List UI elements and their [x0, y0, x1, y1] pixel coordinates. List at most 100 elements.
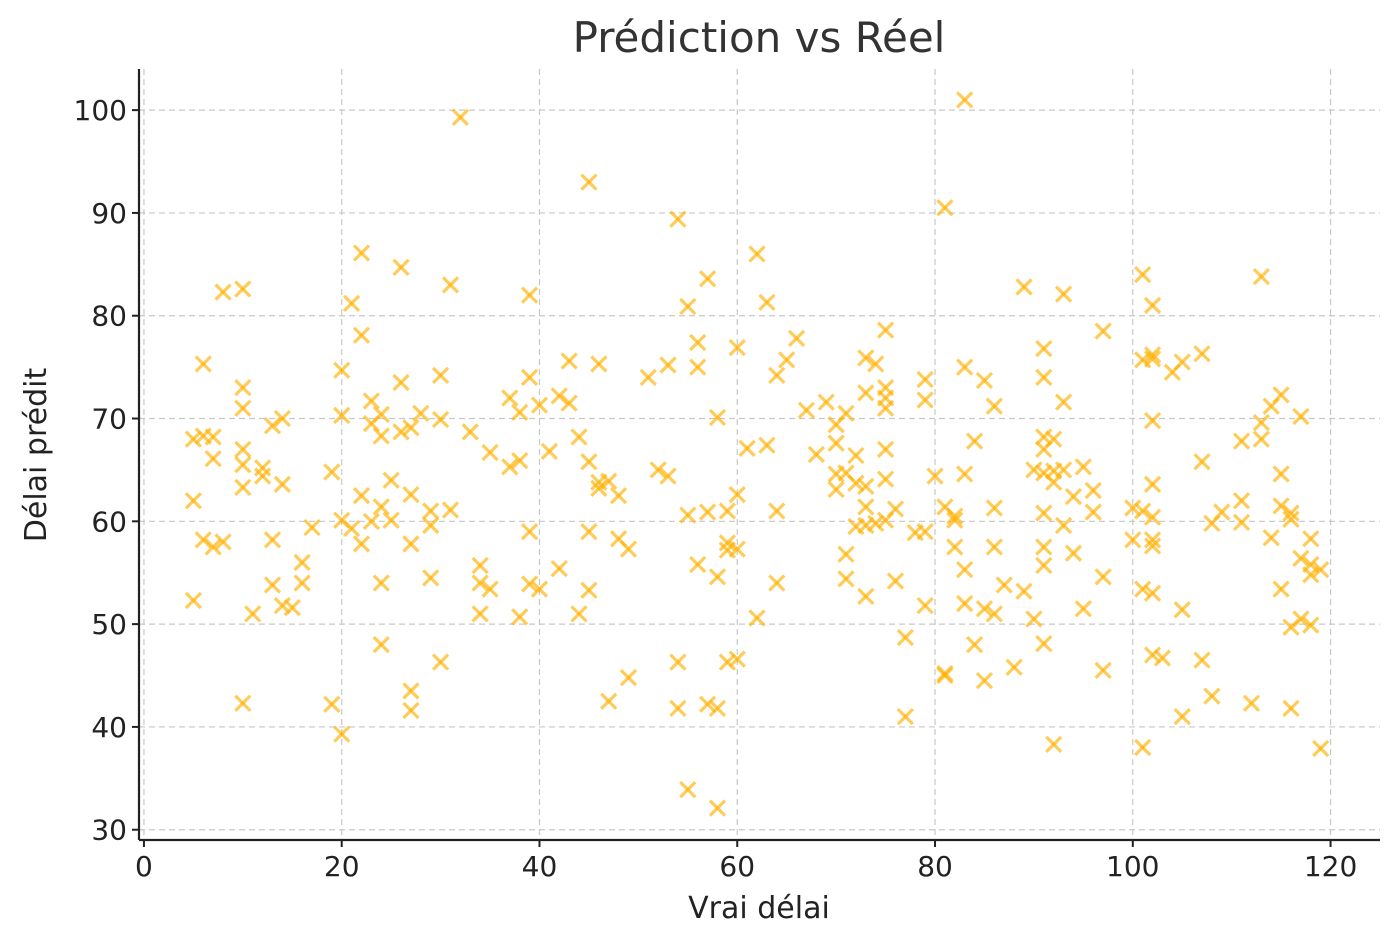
data-point — [936, 666, 954, 685]
data-point — [1252, 430, 1270, 448]
data-point — [975, 672, 994, 690]
data-point — [946, 507, 964, 525]
data-point — [689, 358, 707, 376]
x-tick-label: 80 — [917, 850, 953, 883]
data-point — [372, 427, 390, 445]
data-point — [263, 576, 282, 594]
data-point — [1143, 531, 1162, 549]
data-point — [1213, 503, 1231, 521]
data-point — [876, 321, 895, 339]
data-point — [1084, 503, 1102, 521]
data-point — [857, 498, 875, 516]
data-point — [1292, 610, 1310, 628]
x-tick-label: 60 — [719, 850, 755, 883]
data-point — [1282, 510, 1300, 528]
data-point — [520, 286, 539, 304]
data-point — [560, 394, 578, 412]
data-point — [956, 358, 974, 376]
data-point — [214, 283, 232, 301]
data-point — [194, 531, 212, 549]
data-point — [1035, 538, 1053, 556]
grid-lines — [139, 69, 1380, 840]
data-point — [1193, 453, 1211, 471]
axes — [137, 69, 1380, 842]
data-point — [1272, 580, 1290, 598]
data-point — [550, 559, 568, 578]
data-point — [936, 199, 954, 217]
data-point — [946, 511, 964, 529]
data-point — [1193, 345, 1211, 363]
y-tick-label: 40 — [91, 711, 127, 744]
data-point — [886, 572, 905, 590]
data-point — [580, 453, 598, 471]
data-point — [778, 351, 796, 369]
data-point — [481, 580, 499, 598]
data-point — [511, 403, 529, 421]
data-point — [362, 512, 381, 530]
data-point — [1015, 278, 1033, 296]
data-point — [1143, 508, 1162, 526]
data-point — [1193, 651, 1211, 669]
data-point — [985, 499, 1003, 517]
data-point — [916, 596, 934, 615]
data-point — [194, 355, 212, 373]
data-point — [333, 361, 351, 379]
data-point — [1262, 529, 1280, 547]
data-point — [797, 401, 816, 419]
data-point — [501, 458, 519, 476]
data-point — [323, 463, 341, 481]
data-point — [234, 280, 252, 298]
data-point — [1143, 537, 1162, 555]
data-point — [827, 434, 845, 452]
data-point — [867, 355, 885, 373]
data-point — [382, 511, 400, 529]
data-point — [441, 501, 460, 519]
data-point — [511, 452, 529, 470]
data-point — [451, 108, 470, 126]
data-point — [184, 591, 203, 610]
data-point — [1124, 499, 1142, 517]
data-point — [817, 393, 835, 411]
data-point — [1302, 566, 1320, 584]
data-point — [303, 518, 321, 537]
data-point — [847, 446, 865, 465]
y-tick-label: 50 — [91, 608, 127, 641]
data-point — [698, 695, 717, 713]
data-point — [718, 534, 736, 552]
data-point — [580, 581, 598, 599]
data-point — [1025, 461, 1043, 479]
data-point — [471, 574, 489, 592]
data-point — [441, 276, 460, 294]
data-point — [1252, 414, 1270, 432]
data-point — [718, 653, 736, 671]
data-point — [501, 389, 519, 407]
data-point — [1015, 582, 1033, 600]
y-tick-label: 30 — [91, 814, 127, 847]
data-point — [609, 486, 628, 505]
data-point — [263, 531, 282, 549]
data-point — [1134, 738, 1152, 757]
x-axis-label: Vrai délai — [688, 891, 830, 926]
data-point — [590, 479, 608, 498]
data-point — [1094, 661, 1112, 680]
data-point — [975, 371, 994, 390]
data-point — [1134, 580, 1152, 598]
data-point — [1045, 473, 1063, 491]
data-point — [323, 695, 341, 713]
data-point — [768, 574, 786, 592]
data-point — [412, 404, 430, 423]
data-point — [619, 668, 638, 687]
data-point — [392, 258, 410, 277]
x-tick-label: 100 — [1106, 850, 1159, 883]
data-point — [184, 492, 203, 510]
data-point — [1005, 658, 1023, 676]
data-point — [520, 522, 539, 541]
data-point — [1232, 432, 1251, 450]
data-point — [758, 436, 776, 454]
data-point — [965, 432, 984, 450]
data-point — [511, 608, 529, 626]
data-point — [1282, 504, 1300, 522]
data-point — [234, 456, 252, 474]
data-point — [1094, 322, 1112, 340]
data-point — [965, 636, 984, 654]
